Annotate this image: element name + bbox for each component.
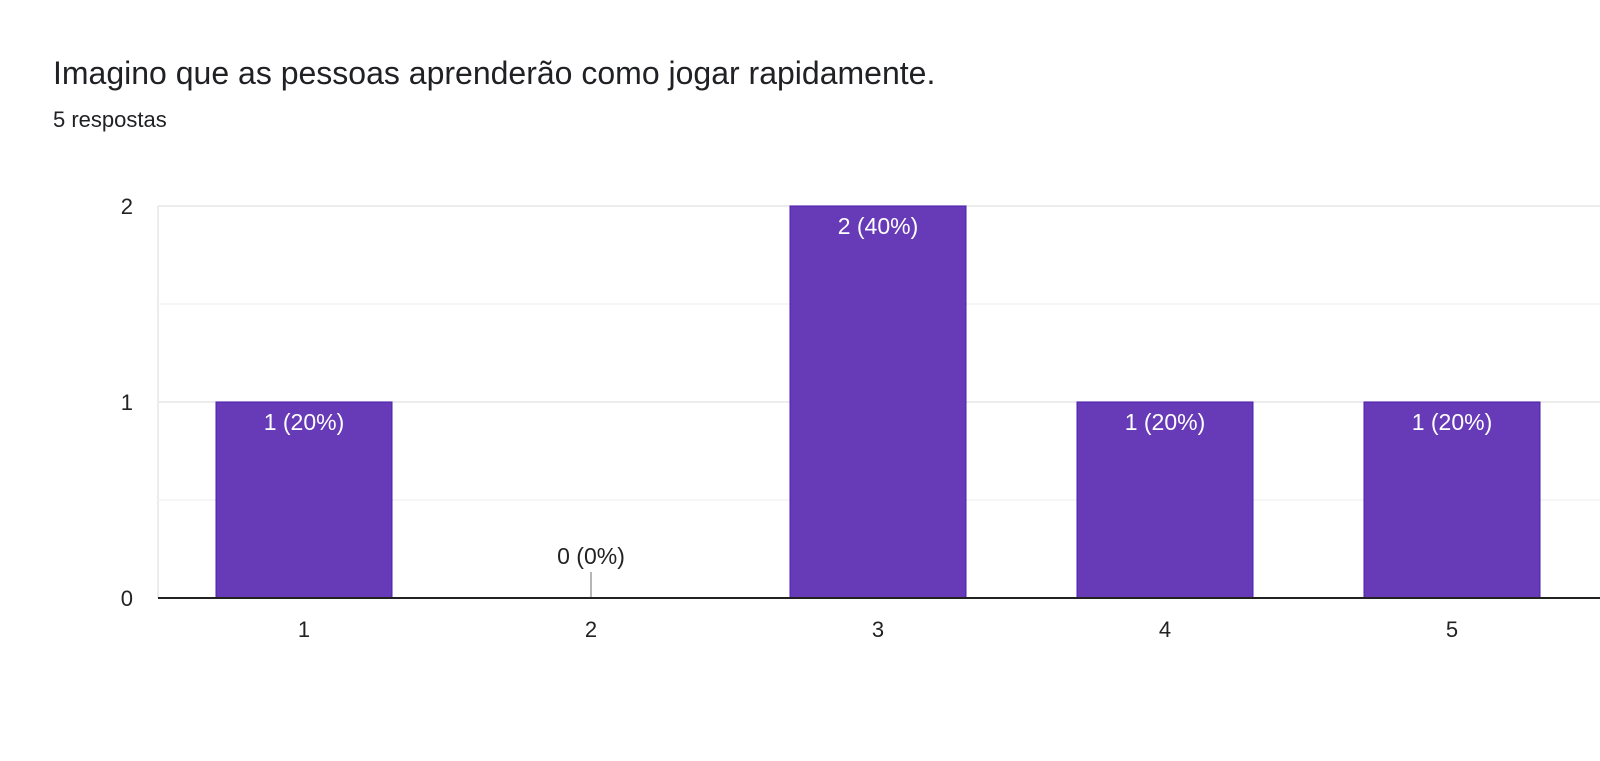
bar-5 bbox=[1363, 401, 1541, 599]
y-tick-label: 2 bbox=[121, 194, 133, 219]
x-category-label: 1 bbox=[298, 617, 310, 642]
data-labels: 1 (20%) 0 (0%) 2 (40%) 1 (20%) 1 (20%) bbox=[264, 213, 1493, 569]
data-label-1: 1 (20%) bbox=[264, 409, 345, 435]
x-axis-categories: 1 2 3 4 5 bbox=[298, 617, 1458, 642]
bar-3 bbox=[789, 205, 967, 599]
x-category-label: 4 bbox=[1159, 617, 1171, 642]
y-tick-label: 0 bbox=[121, 586, 133, 611]
question-title: Imagino que as pessoas aprenderão como j… bbox=[53, 55, 936, 91]
x-category-label: 2 bbox=[585, 617, 597, 642]
x-category-label: 3 bbox=[872, 617, 884, 642]
bar-1 bbox=[215, 401, 393, 599]
chart-bars bbox=[215, 205, 1541, 599]
data-label-2: 0 (0%) bbox=[557, 543, 625, 569]
data-label-5: 1 (20%) bbox=[1412, 409, 1493, 435]
response-count: 5 respostas bbox=[53, 107, 167, 132]
bar-4 bbox=[1076, 401, 1254, 599]
y-tick-label: 1 bbox=[121, 390, 133, 415]
x-category-label: 5 bbox=[1446, 617, 1458, 642]
data-label-3: 2 (40%) bbox=[838, 213, 919, 239]
data-label-4: 1 (20%) bbox=[1125, 409, 1206, 435]
y-axis-ticks: 0 1 2 bbox=[121, 194, 133, 611]
